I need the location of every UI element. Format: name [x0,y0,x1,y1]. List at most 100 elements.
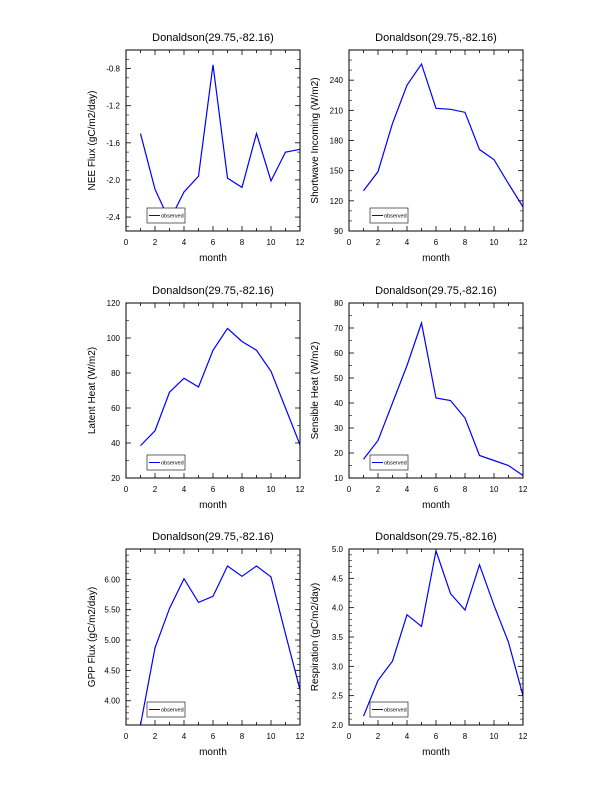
x-tick-label: 8 [240,485,245,494]
legend-label: observed [161,214,184,220]
chart-title: Donaldson(29.75,-82.16) [152,32,274,44]
x-tick-label: 8 [463,732,468,741]
x-tick-label: 12 [296,238,305,247]
x-tick-label: 12 [519,238,528,247]
x-tick-label: 4 [405,732,410,741]
y-tick-label: 4.50 [104,666,120,675]
y-tick-label: 50 [334,374,343,383]
y-tick-label: 5.50 [104,606,120,615]
legend-label: observed [161,708,184,714]
y-tick-label: 40 [111,439,120,448]
chart-panel-1: Donaldson(29.75,-82.16) 0 2 4 6 8 10 12 -2.4 -2.0… [87,32,305,264]
y-tick-label: -1.2 [106,102,120,111]
x-tick-label: 10 [267,485,276,494]
chart-panel-5: Donaldson(29.75,-82.16) 0 2 4 6 8 10 12 4.00 4.50… [87,531,305,758]
x-tick-label: 8 [240,732,245,741]
x-tick-label: 12 [519,732,528,741]
legend-box [369,454,409,471]
y-tick-label: 5.0 [332,545,344,554]
chart-title: Donaldson(29.75,-82.16) [375,32,497,44]
y-axis-label: Sensible Heat (W/m2) [310,342,321,440]
legend-box [369,701,409,718]
y-axis-label: GPP Flux (gC/m2/day) [87,587,98,687]
y-tick-label: 4.5 [332,574,344,583]
y-tick-label: 240 [330,76,344,85]
legend-box [146,701,186,718]
x-tick-label: 12 [296,485,305,494]
x-tick-label: 12 [519,485,528,494]
y-tick-label: 90 [334,227,343,236]
series-line-observed [363,320,523,476]
plot-frame [125,548,301,726]
legend-label: observed [384,214,407,220]
plot-frame [348,548,524,726]
x-tick-label: 0 [124,238,129,247]
y-tick-label: 6.00 [104,575,120,584]
y-tick-label: 2.5 [332,692,344,701]
x-axis-label: month [422,747,450,758]
y-tick-label: 70 [334,324,343,333]
plot-frame [348,49,524,232]
x-tick-label: 0 [347,485,352,494]
x-tick-label: 0 [124,732,129,741]
x-tick-label: 4 [182,238,187,247]
chart-title: Donaldson(29.75,-82.16) [152,285,274,297]
x-tick-label: 2 [376,485,381,494]
x-tick-label: 2 [376,732,381,741]
y-tick-label: 40 [334,399,343,408]
chart-title: Donaldson(29.75,-82.16) [375,285,497,297]
y-tick-label: 5.00 [104,636,120,645]
x-tick-label: 6 [211,485,216,494]
y-tick-label: 10 [334,474,343,483]
x-tick-label: 4 [182,732,187,741]
y-tick-label: -2.4 [106,213,120,222]
chart-title: Donaldson(29.75,-82.16) [375,531,497,543]
chart-panel-2: Donaldson(29.75,-82.16) 0 2 4 6 8 10 12 90 120 150… [310,32,528,264]
y-tick-label: 4.0 [332,604,344,613]
x-tick-label: 10 [267,238,276,247]
x-tick-label: 2 [153,732,158,741]
y-tick-label: 80 [111,369,120,378]
y-tick-label: 2.0 [332,721,344,730]
x-tick-label: 8 [240,238,245,247]
y-tick-label: 150 [330,167,344,176]
y-tick-label: 180 [330,137,344,146]
y-tick-label: 210 [330,106,344,115]
y-tick-label: 20 [111,474,120,483]
y-axis-label: Shortwave Incoming (W/m2) [310,77,321,203]
y-tick-label: -0.8 [106,65,120,74]
y-tick-label: 3.5 [332,633,344,642]
y-tick-label: 60 [334,349,343,358]
x-axis-label: month [422,500,450,511]
series-line-observed [139,565,300,725]
series-line-observed [139,64,300,223]
y-tick-label: 20 [334,449,343,458]
legend-box [146,454,186,471]
y-tick-label: 120 [330,197,344,206]
x-tick-label: 6 [434,732,439,741]
x-tick-label: 0 [124,485,129,494]
x-axis-label: month [199,253,227,264]
y-tick-label: 30 [334,424,343,433]
plot-frame [125,302,301,479]
y-tick-label: -1.6 [106,139,120,148]
y-tick-label: 120 [107,299,121,308]
series-line-observed [140,327,300,447]
legend-box [146,207,186,224]
x-tick-label: 10 [490,485,499,494]
y-tick-label: -2.0 [106,176,120,185]
plot-frame [348,302,524,479]
x-tick-label: 4 [405,238,410,247]
x-tick-label: 4 [182,485,187,494]
x-tick-label: 12 [296,732,305,741]
series-line-observed [363,62,523,208]
chart-panel-3: Donaldson(29.75,-82.16) 0 2 4 6 8 10 12 20 40 60 80… [87,285,305,511]
series-line-observed [362,549,523,717]
y-axis-label: NEE Flux (gC/m2/day) [87,90,98,190]
y-axis-label: Latent Heat (W/m2) [87,347,98,434]
x-tick-label: 0 [347,238,352,247]
chart-title: Donaldson(29.75,-82.16) [152,531,274,543]
y-tick-label: 80 [334,299,343,308]
x-tick-label: 2 [153,485,158,494]
